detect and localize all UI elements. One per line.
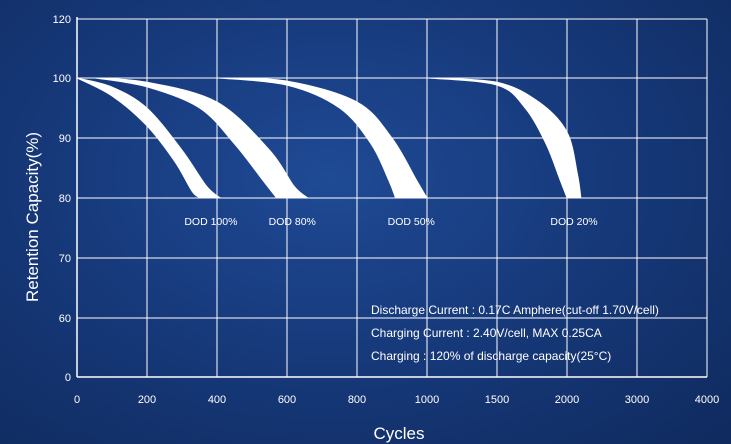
y-tick-label: 0 — [65, 372, 71, 384]
band-label-dod-100: DOD 100% — [184, 216, 237, 228]
x-axis-title: Cycles — [373, 424, 424, 443]
band-label-dod-80: DOD 80% — [269, 216, 316, 228]
note-charging-capacity: Charging : 120% of discharge capacity(25… — [371, 349, 611, 363]
band-label-dod-50: DOD 50% — [388, 216, 435, 228]
band-labels: DOD 100% DOD 80% DOD 50% DOD 20% — [184, 216, 597, 228]
test-conditions-notes: Discharge Current : 0.17C Amphere(cut-of… — [371, 303, 659, 363]
y-tick-label: 100 — [53, 73, 71, 85]
y-tick-label: 120 — [53, 14, 71, 26]
x-tick-label: 4000 — [695, 394, 719, 406]
y-tick-label: 90 — [59, 133, 71, 145]
x-tick-label: 400 — [208, 394, 226, 406]
note-charging-current: Charging Current : 2.40V/cell, MAX 0.25C… — [371, 326, 602, 340]
x-tick-label: 2000 — [555, 394, 579, 406]
band-dod-100 — [76, 77, 222, 199]
grid-lines — [77, 18, 708, 377]
y-tick-label: 70 — [59, 253, 71, 265]
x-tick-label: 200 — [138, 394, 156, 406]
x-tick-label: 0 — [74, 394, 80, 406]
band-dod-50 — [216, 77, 428, 199]
y-tick-labels: 0 60 70 80 90 100 120 — [53, 14, 71, 384]
y-tick-label: 80 — [59, 193, 71, 205]
x-tick-label: 3000 — [625, 394, 649, 406]
axes — [76, 17, 707, 378]
band-dod-20 — [426, 77, 582, 199]
band-dod-80 — [94, 77, 310, 199]
note-discharge-current: Discharge Current : 0.17C Amphere(cut-of… — [371, 303, 659, 317]
y-tick-label: 60 — [59, 313, 71, 325]
y-axis-title: Retention Capacity(%) — [23, 132, 42, 302]
x-tick-label: 1500 — [485, 394, 509, 406]
x-tick-labels: 0 200 400 600 800 1000 1500 2000 3000 4000 — [74, 394, 719, 406]
x-tick-label: 800 — [348, 394, 366, 406]
band-label-dod-20: DOD 20% — [550, 216, 597, 228]
x-tick-label: 600 — [278, 394, 296, 406]
capacity-bands — [76, 77, 582, 199]
x-tick-label: 1000 — [415, 394, 439, 406]
